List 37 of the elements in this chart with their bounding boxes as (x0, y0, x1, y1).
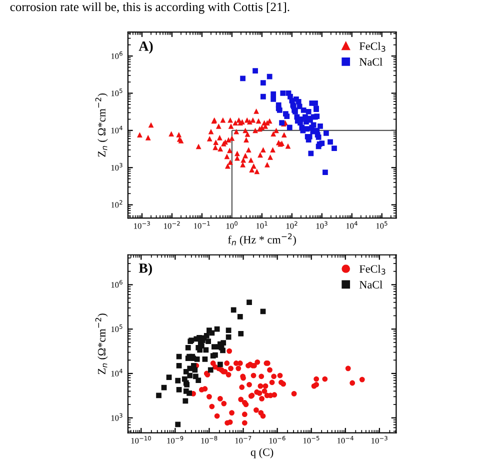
y-tick-label: 10$^{3}$ (111, 162, 122, 171)
x-axis-title: q (C) (250, 448, 274, 458)
text: A) (138, 41, 153, 54)
y-tick-label: 10$^{6}$ (111, 51, 122, 59)
y-axis-title: Z$_{n}$ (Ω*cm$^{−2}$) (95, 314, 108, 374)
legend-label: NaCl (360, 280, 382, 288)
y-tick-label: 10$^{3}$ (111, 413, 122, 421)
legend-label: FeCl$_{3}$ (360, 42, 386, 52)
x-tick-label: 10$^{−2}$ (164, 221, 180, 229)
x-tick-label: 10$^{4}$ (346, 221, 358, 229)
y-tick-label: 10$^{6}$ (111, 280, 122, 288)
text: B) (138, 263, 152, 276)
x-tick-label: 10$^{−3}$ (134, 221, 150, 229)
x-axis-title: f$_{n}$ (Hz * cm$^{−2}$) (228, 233, 296, 246)
text: corrosion rate will be, this is according with Cottis [21]. (10, 2, 290, 14)
y-tick-label: 10$^{4}$ (111, 126, 122, 134)
x-tick-label: 10$^{−9}$ (167, 436, 184, 444)
x-tick-label: 10$^{−7}$ (235, 436, 252, 444)
x-tick-label: 10$^{−3}$ (372, 436, 388, 444)
y-axis-title: Z$_{n}$ ( Ω*cm$^{−2}$) (95, 93, 108, 157)
x-tick-label: 10$^{0}$ (226, 221, 238, 229)
x-tick-label: 10$^{−10}$ (131, 436, 151, 444)
x-tick-label: 10$^{−6}$ (269, 436, 286, 444)
x-tick-label: 10$^{−1}$ (194, 221, 210, 229)
x-tick-label: 10$^{2}$ (286, 221, 298, 229)
legend-label: NaCl (360, 58, 382, 66)
x-tick-label: 10$^{1}$ (256, 221, 268, 229)
x-tick-label: 10$^{−5}$ (303, 436, 320, 444)
x-tick-label: 10$^{−8}$ (201, 436, 218, 444)
y-tick-label: 10$^{4}$ (111, 368, 122, 376)
y-tick-label: 10$^{5}$ (111, 88, 122, 96)
x-tick-label: 10$^{3}$ (316, 221, 328, 229)
y-tick-label: 10$^{5}$ (111, 324, 122, 332)
y-tick-label: 10$^{2}$ (111, 200, 122, 208)
legend-label: FeCl$_{3}$ (360, 264, 386, 275)
x-tick-label: 10$^{−4}$ (338, 436, 354, 444)
x-tick-label: 10$^{5}$ (376, 221, 388, 229)
